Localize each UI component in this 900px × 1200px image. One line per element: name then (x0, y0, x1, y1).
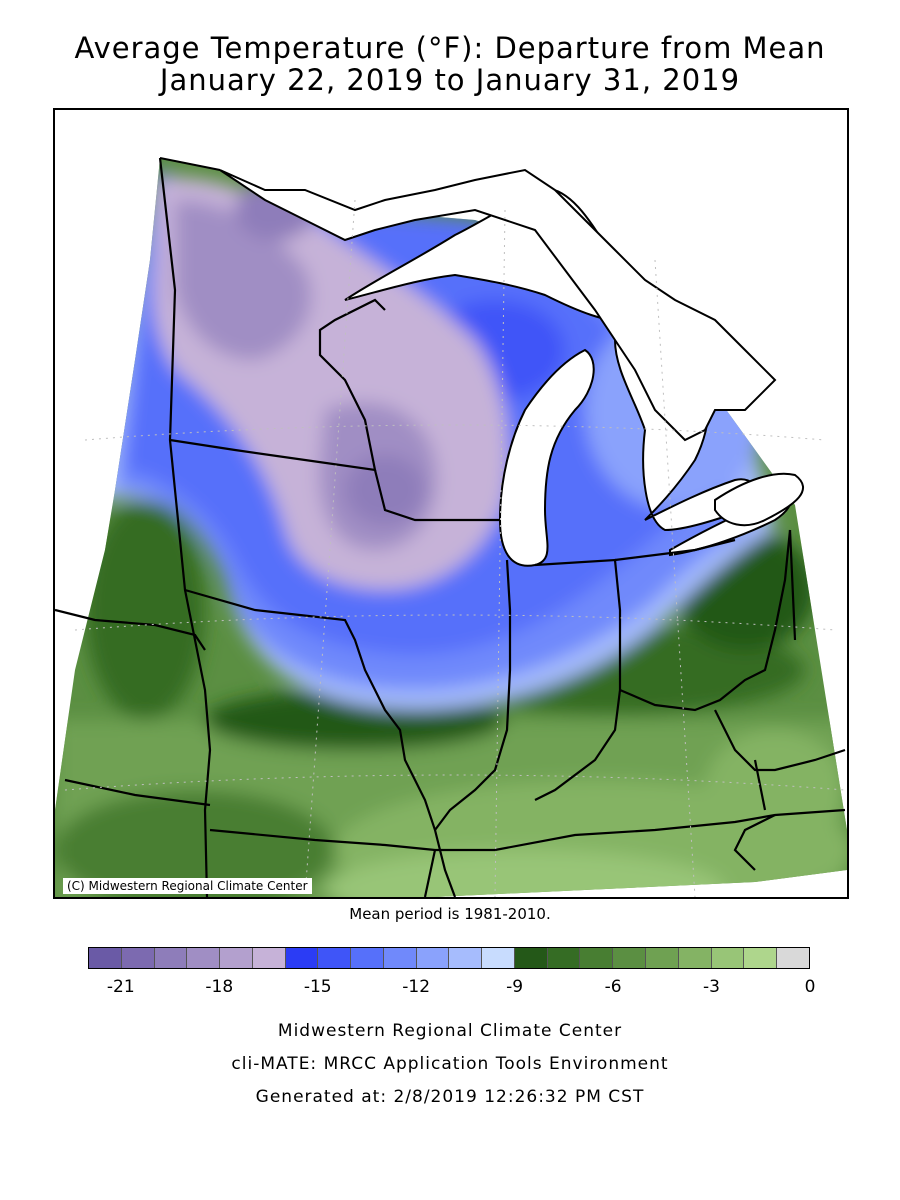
legend-swatch (482, 948, 515, 968)
legend-tick-label: 0 (804, 977, 816, 997)
legend-swatch (351, 948, 384, 968)
domain-edge (159, 157, 221, 171)
legend-swatch (285, 948, 319, 968)
legend-swatch (711, 948, 745, 968)
color-legend (88, 947, 810, 969)
state-borders (55, 157, 846, 897)
legend-swatch (777, 948, 809, 968)
map-copyright: (C) Midwestern Regional Climate Center (63, 878, 312, 894)
legend-swatch (449, 948, 483, 968)
legend-tick-label: -15 (303, 977, 332, 997)
credit-org: Midwestern Regional Climate Center (277, 1021, 623, 1041)
mean-period-note: Mean period is 1981-2010. (349, 905, 551, 923)
legend-swatch (514, 948, 548, 968)
credit-generated: Generated at: 2/8/2019 12:26:32 PM CST (255, 1087, 645, 1107)
legend-tick-label: -12 (402, 977, 431, 997)
legend-swatch (646, 948, 679, 968)
legend-swatch (613, 948, 647, 968)
map-frame: (C) Midwestern Regional Climate Center (53, 108, 849, 899)
legend-swatch (121, 948, 155, 968)
legend-tick-label: -18 (205, 977, 234, 997)
canada-land (219, 168, 805, 527)
legend-swatch (252, 948, 286, 968)
legend-swatch (154, 948, 188, 968)
legend-swatch (89, 948, 122, 968)
legend-swatch (187, 948, 221, 968)
legend-tick-label: -6 (604, 977, 622, 997)
temperature-map (55, 157, 847, 897)
legend-swatch (383, 948, 417, 968)
credit-tool: cli-MATE: MRCC Application Tools Environ… (231, 1054, 669, 1074)
legend-swatch (547, 948, 581, 968)
legend-swatch (744, 948, 778, 968)
legend-tick-label: -9 (506, 977, 524, 997)
map-title-line1: Average Temperature (°F): Departure from… (74, 31, 826, 65)
legend-tick-label: -21 (106, 977, 135, 997)
map-title-line2: January 22, 2019 to January 31, 2019 (159, 63, 741, 97)
legend-swatch (318, 948, 352, 968)
legend-swatch (580, 948, 614, 968)
legend-swatch (220, 948, 253, 968)
legend-swatch (678, 948, 712, 968)
legend-swatch (416, 948, 450, 968)
legend-tick-label: -3 (703, 977, 720, 997)
graticule (64, 199, 846, 897)
